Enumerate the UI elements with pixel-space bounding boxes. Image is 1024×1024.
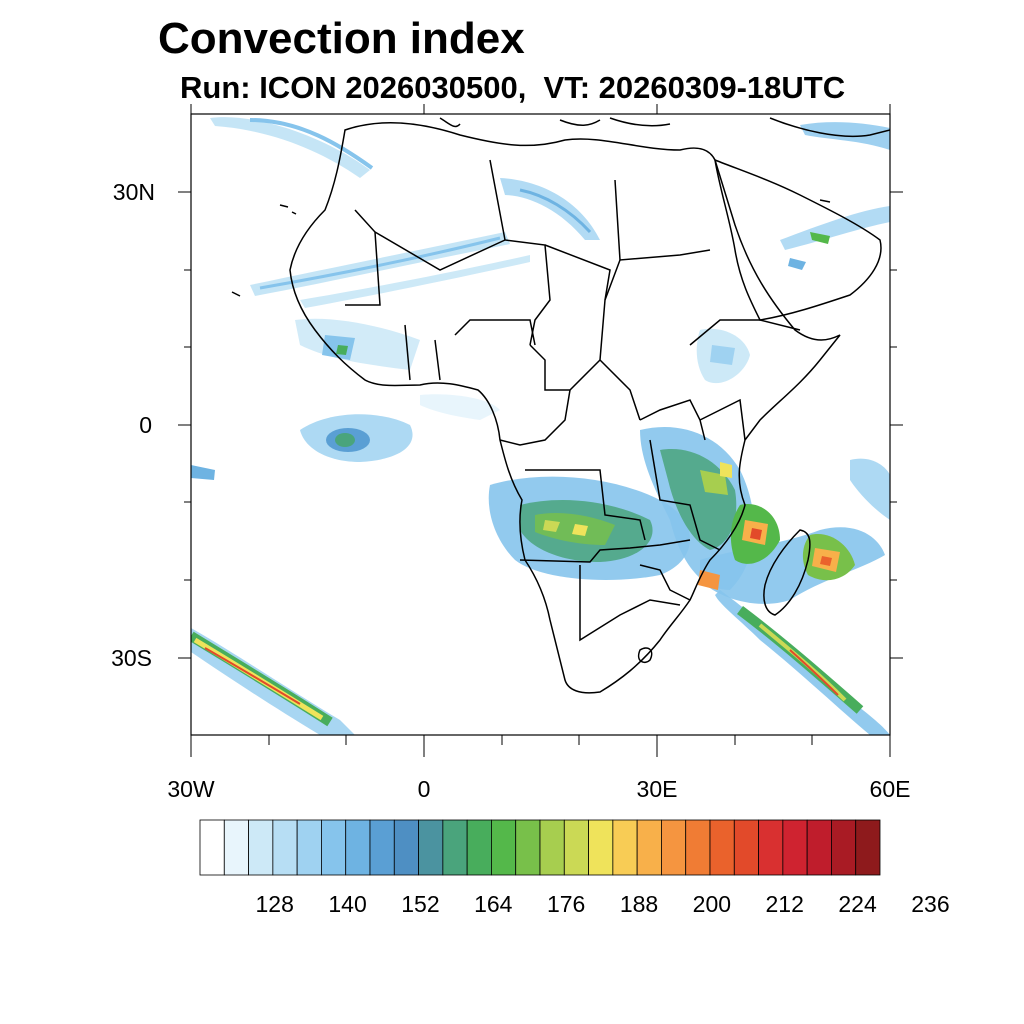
colorbar-swatch [855,819,881,876]
colorbar-swatch [563,819,589,876]
colorbar-swatch [612,819,638,876]
colorbar-labels: 128 140 152 164 176 188 200 212 224 236 [256,891,950,917]
colorbar-label: 236 [911,891,949,917]
lat-label-30n: 30N [113,179,155,205]
colorbar-swatch [758,819,784,876]
colorbar-swatch [321,819,347,876]
colorbar-swatch [636,819,662,876]
lat-label-30s: 30S [111,645,152,671]
colorbar-label: 212 [766,891,804,917]
convection-field [191,117,890,735]
colorbar-label: 188 [620,891,658,917]
colorbar [199,819,881,876]
colorbar-swatch [806,819,832,876]
colorbar-swatch [393,819,419,876]
colorbar-swatch [831,819,857,876]
colorbar-swatch [223,819,249,876]
colorbar-swatch [685,819,711,876]
lat-label-0: 0 [139,412,152,438]
colorbar-swatch [466,819,492,876]
colorbar-label: 164 [474,891,513,917]
colorbar-swatch [248,819,274,876]
colorbar-swatch [661,819,687,876]
map-subtitle: Run: ICON 2026030500, VT: 20260309-18UTC [180,70,846,105]
map-coastlines [231,117,890,694]
colorbar-swatch [709,819,735,876]
colorbar-swatch [588,819,614,876]
colorbar-swatch [296,819,322,876]
axis-ticks [178,104,903,757]
colorbar-swatch [418,819,444,876]
lon-label-0: 0 [418,776,431,802]
lon-label-60e: 60E [870,776,911,802]
lon-label-30w: 30W [167,776,215,802]
colorbar-swatch [539,819,565,876]
colorbar-swatch [515,819,541,876]
colorbar-swatch [491,819,517,876]
lon-label-30e: 30E [637,776,678,802]
colorbar-swatch [345,819,371,876]
colorbar-label: 224 [838,891,877,917]
colorbar-swatch [369,819,395,876]
colorbar-label: 176 [547,891,585,917]
map-title: Convection index [158,14,525,63]
colorbar-label: 152 [401,891,439,917]
colorbar-swatch [782,819,808,876]
colorbar-label: 140 [328,891,366,917]
colorbar-swatch [199,819,225,876]
colorbar-label: 200 [693,891,731,917]
colorbar-swatch [733,819,759,876]
colorbar-label: 128 [256,891,294,917]
colorbar-swatch [442,819,468,876]
colorbar-swatch [272,819,298,876]
